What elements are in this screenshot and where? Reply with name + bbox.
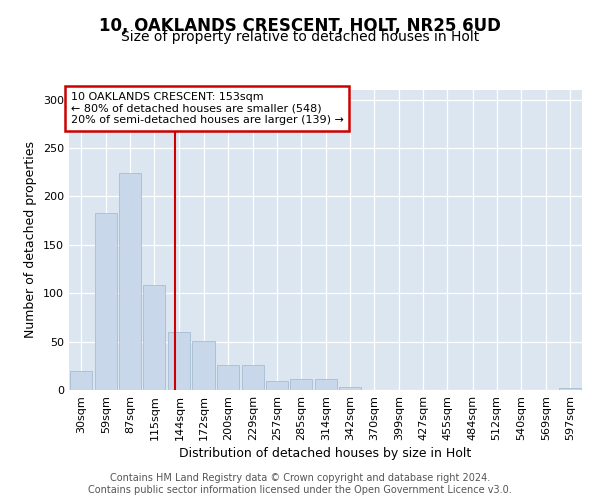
Bar <box>559 388 581 390</box>
Bar <box>217 365 239 390</box>
Text: Contains HM Land Registry data © Crown copyright and database right 2024.
Contai: Contains HM Land Registry data © Crown c… <box>88 474 512 495</box>
Text: 10 OAKLANDS CRESCENT: 153sqm
← 80% of detached houses are smaller (548)
20% of s: 10 OAKLANDS CRESCENT: 153sqm ← 80% of de… <box>71 92 344 125</box>
Bar <box>168 332 190 390</box>
Bar <box>95 213 117 390</box>
Bar <box>339 387 361 390</box>
X-axis label: Distribution of detached houses by size in Holt: Distribution of detached houses by size … <box>179 447 472 460</box>
Bar <box>242 365 264 390</box>
Bar <box>193 340 215 390</box>
Bar <box>143 286 166 390</box>
Bar <box>315 380 337 390</box>
Text: 10, OAKLANDS CRESCENT, HOLT, NR25 6UD: 10, OAKLANDS CRESCENT, HOLT, NR25 6UD <box>99 18 501 36</box>
Bar <box>266 382 288 390</box>
Y-axis label: Number of detached properties: Number of detached properties <box>25 142 37 338</box>
Bar <box>290 380 312 390</box>
Bar <box>119 173 142 390</box>
Bar <box>70 370 92 390</box>
Text: Size of property relative to detached houses in Holt: Size of property relative to detached ho… <box>121 30 479 44</box>
